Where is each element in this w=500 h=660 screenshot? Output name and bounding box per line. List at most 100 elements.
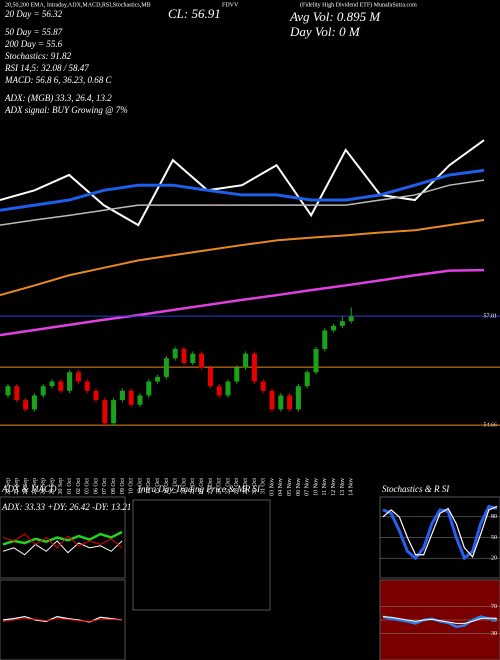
panel: [132, 499, 271, 611]
stat-text: 50 Day = 55.87: [5, 27, 63, 37]
close-label: CL: 56.91: [168, 6, 221, 21]
candle-body: [269, 390, 275, 410]
indicator-line: [2, 540, 123, 556]
stat-text: ADX: (MGB) 33.3, 26.4, 13.2: [4, 93, 112, 103]
stat-text: Stochastics: 91.82: [5, 51, 71, 61]
candle-body: [31, 395, 37, 410]
candle-body: [155, 376, 161, 382]
candle-body: [207, 367, 213, 387]
candle-body: [322, 330, 328, 350]
x-tick-label: 22 Sep: [5, 478, 11, 495]
indicator-line: [382, 616, 498, 624]
candle-body: [199, 353, 205, 368]
x-tick-label: 15 Oct: [155, 478, 161, 494]
candle-body: [128, 390, 134, 405]
candle-body: [313, 349, 319, 373]
header-name: (Fidelity High Dividend ETF) MunafaSutra…: [300, 1, 417, 8]
candle-body: [243, 353, 249, 368]
x-tick-label: 30 Sep: [58, 478, 64, 495]
x-tick-label: 02 Oct: [76, 478, 82, 494]
volume-text: Day Vol: 0 M: [289, 24, 361, 39]
panel-title: Intra Day Trading Price & MR SI: [137, 484, 261, 494]
candle-body: [251, 353, 257, 382]
candle-body: [295, 386, 301, 410]
candle-body: [93, 390, 99, 401]
candle-body: [119, 390, 125, 401]
x-tick-label: 10 Nov: [313, 478, 319, 496]
indicator-line: [382, 504, 498, 561]
x-tick-label: 21 Oct: [190, 478, 196, 494]
candle-body: [40, 386, 46, 396]
panel-title: ADX & MACD: [1, 484, 57, 494]
x-tick-label: 16 Oct: [164, 478, 170, 494]
x-tick-label: 08 Oct: [111, 478, 117, 494]
indicator-line: [0, 139, 485, 227]
candle-body: [5, 386, 11, 396]
x-tick-label: 12 Nov: [331, 478, 337, 496]
x-tick-label: 17 Oct: [173, 478, 179, 494]
x-tick-label: 23 Sep: [14, 478, 20, 495]
x-tick-label: 20 Oct: [181, 478, 187, 494]
stat-text: RSI 14,5: 32.08 / 58.47: [4, 63, 89, 73]
candle-body: [225, 381, 231, 396]
candle-body: [331, 325, 337, 331]
x-tick-label: 06 Oct: [93, 478, 99, 494]
x-tick-label: 28 Oct: [234, 478, 240, 494]
x-tick-label: 29 Sep: [49, 478, 55, 495]
x-tick-label: 03 Nov: [269, 478, 275, 496]
x-tick-label: 26 Sep: [41, 478, 47, 495]
header-left: 20,50,200 EMA, Intraday,ADX,MACD,RSI,Sto…: [5, 2, 151, 8]
y-tick-label: 30: [491, 631, 497, 637]
candle-body: [287, 395, 293, 410]
indicator-line: [2, 533, 123, 549]
indicator-line: [0, 268, 485, 337]
candle-body: [58, 381, 64, 391]
candle-body: [339, 321, 345, 326]
x-tick-label: 24 Sep: [23, 478, 29, 495]
x-tick-label: 14 Oct: [146, 478, 152, 494]
header-ticker: FDVV: [222, 2, 239, 8]
candle-body: [216, 386, 222, 396]
y-tick-label: 20: [491, 556, 497, 562]
x-tick-label: 29 Oct: [243, 478, 249, 494]
y-tick-label: 50: [491, 535, 497, 541]
stat-text: 20 Day = 56.32: [5, 9, 63, 19]
candle-body: [111, 400, 117, 424]
candle-body: [278, 395, 284, 410]
y-tick-label: 80: [491, 514, 497, 520]
x-tick-label: 27 Oct: [225, 478, 231, 494]
candle-body: [163, 358, 169, 377]
candle-body: [23, 400, 29, 410]
indicator-line: [2, 615, 123, 623]
panel-subtitle: ADX: 33.33 +DY: 26.42 -DY: 13.21: [1, 502, 131, 512]
candle-body: [260, 381, 266, 391]
candle-body: [181, 349, 187, 363]
candle-body: [137, 395, 143, 405]
x-tick-label: 07 Oct: [102, 478, 108, 494]
candle-body: [102, 400, 108, 424]
indicator-line: [0, 168, 485, 212]
x-tick-label: 25 Sep: [32, 478, 38, 495]
indicator-line: [382, 505, 498, 558]
x-tick-label: 11 Nov: [322, 478, 328, 496]
x-tick-label: 06 Nov: [296, 478, 302, 496]
candle-body: [75, 372, 81, 382]
candle-body: [14, 386, 20, 401]
indicator-line: [382, 615, 498, 629]
x-tick-label: 03 Oct: [85, 478, 91, 494]
indicator-line: [0, 179, 485, 226]
x-tick-label: 30 Oct: [252, 478, 258, 494]
x-tick-label: 10 Oct: [129, 478, 135, 494]
candle-body: [84, 381, 90, 391]
x-tick-label: 07 Nov: [305, 478, 311, 496]
candle-body: [49, 381, 55, 387]
x-tick-label: 05 Nov: [287, 478, 293, 496]
stat-text: ADX signal: BUY Growing @ 7%: [4, 105, 128, 115]
x-tick-label: 09 Oct: [120, 478, 126, 494]
x-tick-label: 23 Oct: [208, 478, 214, 494]
x-tick-label: 01 Oct: [67, 478, 73, 494]
candle-body: [190, 353, 196, 363]
indicator-line: [0, 219, 485, 297]
